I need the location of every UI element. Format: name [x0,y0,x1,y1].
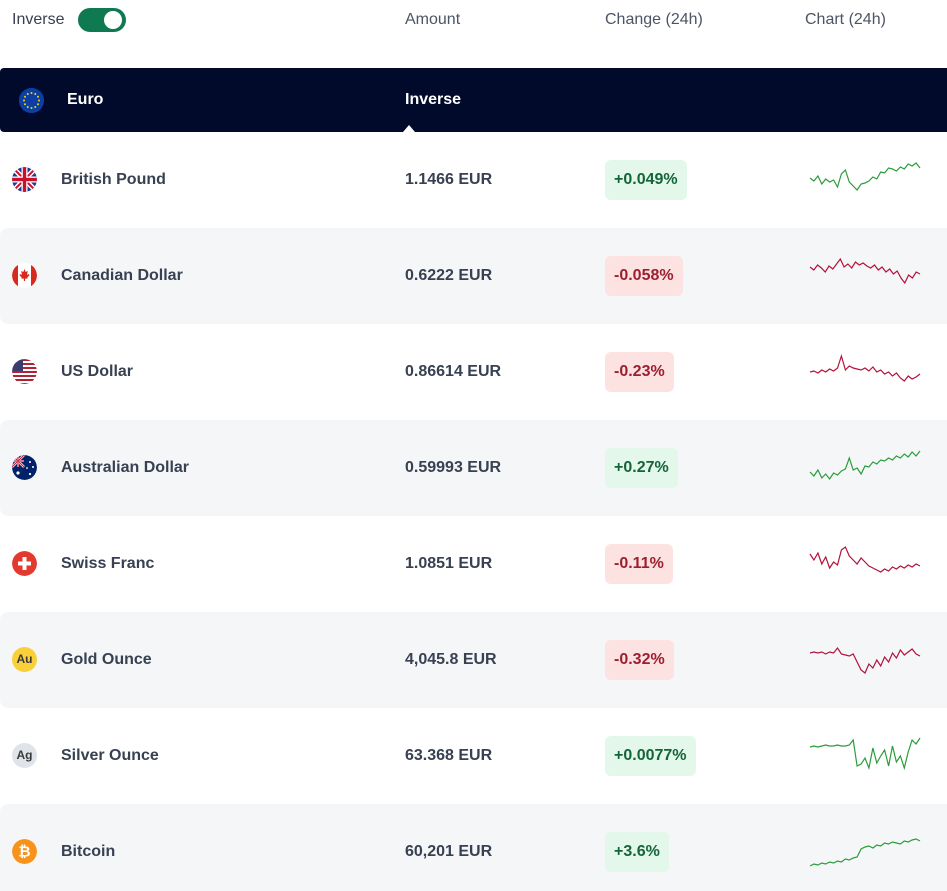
currency-row[interactable]: British Pound 1.1466 EUR +0.049% [0,132,947,228]
uk-flag-icon [12,167,37,192]
currency-name: Australian Dollar [61,459,190,476]
svg-text:₿: ₿ [18,843,30,861]
us-flag-icon [12,359,37,384]
amount-value: 0.59993 EUR [405,459,502,476]
amount-value: 1.0851 EUR [405,555,493,572]
change-badge: -0.058% [605,256,683,296]
table-header: Inverse Amount Change (24h) Chart (24h) [0,0,947,40]
currency-name: Canadian Dollar [61,267,183,284]
swiss-flag-icon [12,551,37,576]
currency-row[interactable]: Australian Dollar 0.59993 EUR +0.27% [0,420,947,516]
sparkline-path [809,450,921,481]
base-currency-name: Euro [67,91,104,108]
currency-name: US Dollar [61,363,134,380]
sparkline-chart [809,450,921,481]
chart-column-header[interactable]: Chart (24h) [805,11,886,28]
amount-value: 1.1466 EUR [405,171,493,188]
sparkline-path [809,162,921,191]
sparkline-path [809,646,921,674]
amount-column-header[interactable]: Amount [405,11,461,28]
sparkline-chart [809,162,921,191]
silver-coin-icon: Ag [12,743,37,768]
base-inverse-label: Inverse [405,91,462,108]
caret-icon [403,125,415,132]
currency-name: Silver Ounce [61,747,159,764]
change-badge: +0.049% [605,160,687,200]
amount-value: 0.86614 EUR [405,363,502,380]
change-badge: +0.0077% [605,736,696,776]
change-badge: -0.23% [605,352,674,392]
inverse-label: Inverse [12,11,65,28]
change-badge: +0.27% [605,448,678,488]
eu-flag-icon [19,88,44,113]
currency-name: Swiss Franc [61,555,155,572]
sparkline-path [809,546,921,573]
amount-value: 63.368 EUR [405,747,493,764]
sparkline-chart [809,257,921,285]
gold-coin-icon: Au [12,647,37,672]
currency-row[interactable]: Swiss Franc 1.0851 EUR -0.11% [0,516,947,612]
sparkline-chart [809,646,921,674]
change-badge: -0.11% [605,544,673,584]
sparkline-chart [809,838,921,867]
amount-value: 0.6222 EUR [405,267,493,284]
sparkline-path [809,838,921,867]
currency-row[interactable]: US Dollar 0.86614 EUR -0.23% [0,324,947,420]
currency-row[interactable]: Ag Silver Ounce 63.368 EUR +0.0077% [0,708,947,804]
change-badge: -0.32% [605,640,674,680]
amount-value: 60,201 EUR [405,843,493,860]
currency-name: British Pound [61,171,166,188]
change-badge: +3.6% [605,832,669,872]
currency-name: Bitcoin [61,843,116,860]
australia-flag-icon [12,455,37,480]
change-column-header[interactable]: Change (24h) [605,11,703,28]
sparkline-chart [809,353,921,382]
sparkline-path [809,257,921,285]
sparkline-chart [809,737,921,771]
canada-flag-icon [12,263,37,288]
bitcoin-icon: ₿ [12,839,37,864]
currency-row[interactable]: Au Gold Ounce 4,045.8 EUR -0.32% [0,612,947,708]
currency-row[interactable]: ₿ Bitcoin 60,201 EUR +3.6% [0,804,947,891]
sparkline-path [809,353,921,382]
currency-row[interactable]: Canadian Dollar 0.6222 EUR -0.058% [0,228,947,324]
sparkline-path [809,737,921,771]
currency-name: Gold Ounce [61,651,152,668]
inverse-toggle[interactable] [78,8,126,32]
base-currency-row[interactable]: Euro Inverse [0,68,947,132]
amount-value: 4,045.8 EUR [405,651,497,668]
toggle-knob [104,11,122,29]
sparkline-chart [809,546,921,573]
